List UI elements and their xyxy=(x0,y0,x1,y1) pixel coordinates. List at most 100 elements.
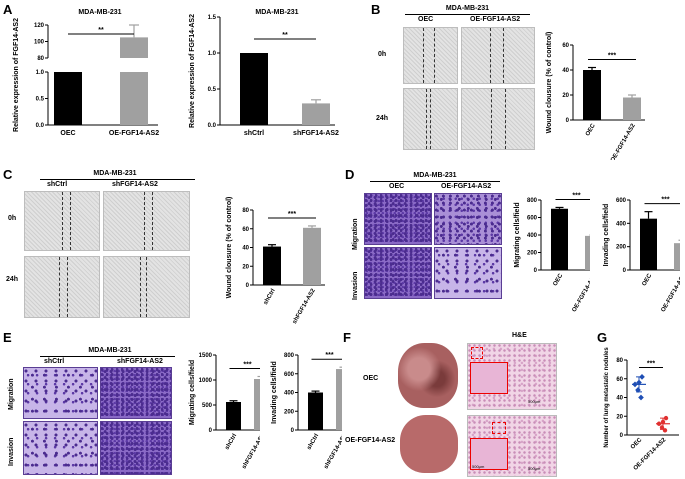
panel-f-he-title: H&E xyxy=(512,332,527,339)
panel-f-row-2: OE-FGF14-AS2 xyxy=(345,437,396,444)
x-tick-label-1: OE-FGF14-AS2 xyxy=(661,272,680,313)
wound-image-b-oe-0h xyxy=(461,27,535,84)
y-tick-label: 60 xyxy=(242,227,249,233)
x-tick-label-0: OEC xyxy=(553,272,565,287)
bar-0 xyxy=(551,208,568,270)
point-0-1 xyxy=(638,394,644,401)
y-tick-label: 800 xyxy=(284,353,295,359)
bar-0 xyxy=(308,392,323,430)
y-tick-label: 1000 xyxy=(199,378,213,384)
bar-0 xyxy=(640,218,657,270)
significance-label: *** xyxy=(288,211,296,218)
significance-label: *** xyxy=(572,192,580,199)
y-tick-label: 1.0 xyxy=(208,51,217,57)
wound-image-b-oec-0h xyxy=(403,27,458,84)
panel-c-row-1: 0h xyxy=(8,215,17,222)
y-tick-label: 800 xyxy=(527,198,538,204)
significance-label: *** xyxy=(243,362,251,369)
significance-label: ** xyxy=(98,27,104,34)
y-axis-label: Migrating cells/field xyxy=(514,202,521,267)
y-axis-label: Migrating cells/field xyxy=(189,360,196,425)
bar-0 xyxy=(240,53,268,125)
panel-e-col-1: shCtrl xyxy=(44,358,65,365)
panel-e-col-2: shFGF14-AS2 xyxy=(117,358,163,365)
he-zoom-box-oec xyxy=(471,347,483,359)
bar-0 xyxy=(54,72,82,125)
y-axis-label: Relative expression of FGF14-AS2 xyxy=(13,18,20,132)
x-tick-label-0: OEC xyxy=(60,130,75,137)
chart-b: 0 20 40 60 Wound clousure (% of control) OEC O… xyxy=(546,32,645,160)
y-tick-label: 0.0 xyxy=(208,123,217,129)
y-tick-label: 20 xyxy=(562,93,569,99)
chart-e2: 0 200 400 600 800 Invading cells/field shCtrl s… xyxy=(271,352,342,470)
x-tick-label-1: OE-FGF14-AS2 xyxy=(610,122,637,160)
y-tick-label: 400 xyxy=(616,221,627,227)
bar-1-lower xyxy=(120,72,148,125)
panel-label-g: G xyxy=(597,330,608,345)
y-axis-label: Invading cells/field xyxy=(603,204,610,267)
significance-label: ** xyxy=(282,32,288,39)
y-tick-label: 200 xyxy=(616,245,627,251)
chart-title: MDA-MB-231 xyxy=(78,9,121,16)
y-tick-label: 400 xyxy=(527,233,538,239)
bar-0 xyxy=(226,402,241,430)
y-tick-label: 40 xyxy=(616,396,623,402)
panel-e-row-1: Migration xyxy=(8,378,15,411)
y-tick-label: 500 xyxy=(202,403,213,409)
wound-image-b-oe-24h xyxy=(461,88,535,150)
bar-1 xyxy=(674,243,680,270)
x-tick-label-1: OE-FGF14-AS2 xyxy=(109,130,159,137)
significance-label: *** xyxy=(325,352,333,359)
y-axis-label: Number of lung metastatic nodules xyxy=(604,347,610,448)
chart-a2: MDA-MB-231 0.0 0.5 1.0 1.5 Relative expressio… xyxy=(189,9,339,137)
panel-b-row-1: 0h xyxy=(378,51,387,58)
x-tick-label-1: OE-FGF14-AS2 xyxy=(572,272,590,313)
x-tick-label-1: shFGF14-AS2 xyxy=(241,432,260,470)
y-tick-label: 100 xyxy=(34,40,45,46)
transwell-image-e-sh-migration xyxy=(100,367,172,419)
y-tick-label: 1.5 xyxy=(208,15,217,21)
panel-label-e: E xyxy=(3,330,12,345)
bar-1 xyxy=(623,97,641,120)
y-tick-label: 20 xyxy=(242,264,249,270)
transwell-image-d-oec-migration xyxy=(364,193,432,245)
bar-1 xyxy=(302,103,330,125)
panel-c-row-2: 24h xyxy=(6,276,19,283)
y-tick-label: 200 xyxy=(284,409,295,415)
y-tick-label: 0 xyxy=(623,268,627,274)
panel-d-col-1: OEC xyxy=(389,183,405,190)
x-tick-label-1: shFGF14-AS2 xyxy=(323,432,342,470)
lung-image-oe xyxy=(400,415,458,473)
y-tick-label: 600 xyxy=(284,372,295,378)
significance-label: *** xyxy=(661,197,669,204)
panel-d-row-1: Migration xyxy=(352,218,359,251)
x-tick-label-0: OEC xyxy=(642,272,654,287)
y-tick-label: 80 xyxy=(37,56,44,62)
y-tick-label: 0.5 xyxy=(208,87,217,93)
panel-e-row-2: Invasion xyxy=(8,437,15,466)
y-tick-label: 60 xyxy=(616,377,623,383)
x-tick-label-0: shCtrl xyxy=(306,433,320,451)
significance-label: *** xyxy=(647,361,655,368)
panel-d-title: MDA-MB-231 xyxy=(413,172,457,179)
panel-label-a: A xyxy=(3,2,13,17)
y-tick-label: 0.5 xyxy=(36,97,45,103)
transwell-image-d-oe-migration xyxy=(434,193,502,245)
lung-image-oec xyxy=(398,343,458,408)
y-tick-label: 1.0 xyxy=(36,70,45,76)
significance-label: *** xyxy=(608,53,616,60)
bar-0 xyxy=(583,70,601,120)
y-tick-label: 0 xyxy=(620,433,624,439)
panel-d-header-line xyxy=(370,181,500,182)
he-oe-scale-bar: 500μm xyxy=(528,466,541,471)
y-tick-label: 60 xyxy=(562,43,569,49)
y-tick-label: 120 xyxy=(34,23,45,29)
he-image-oec: 500μm xyxy=(467,343,557,410)
panel-b-title: MDA-MB-231 xyxy=(445,5,490,12)
x-tick-label-0: shCtrl xyxy=(263,288,277,306)
y-tick-label: 200 xyxy=(527,251,538,257)
wound-image-c-shctrl-24h xyxy=(24,256,100,318)
panel-b-col-1: OEC xyxy=(418,16,434,23)
panel-e-header-line xyxy=(40,356,175,357)
y-tick-label: 0 xyxy=(246,283,250,289)
